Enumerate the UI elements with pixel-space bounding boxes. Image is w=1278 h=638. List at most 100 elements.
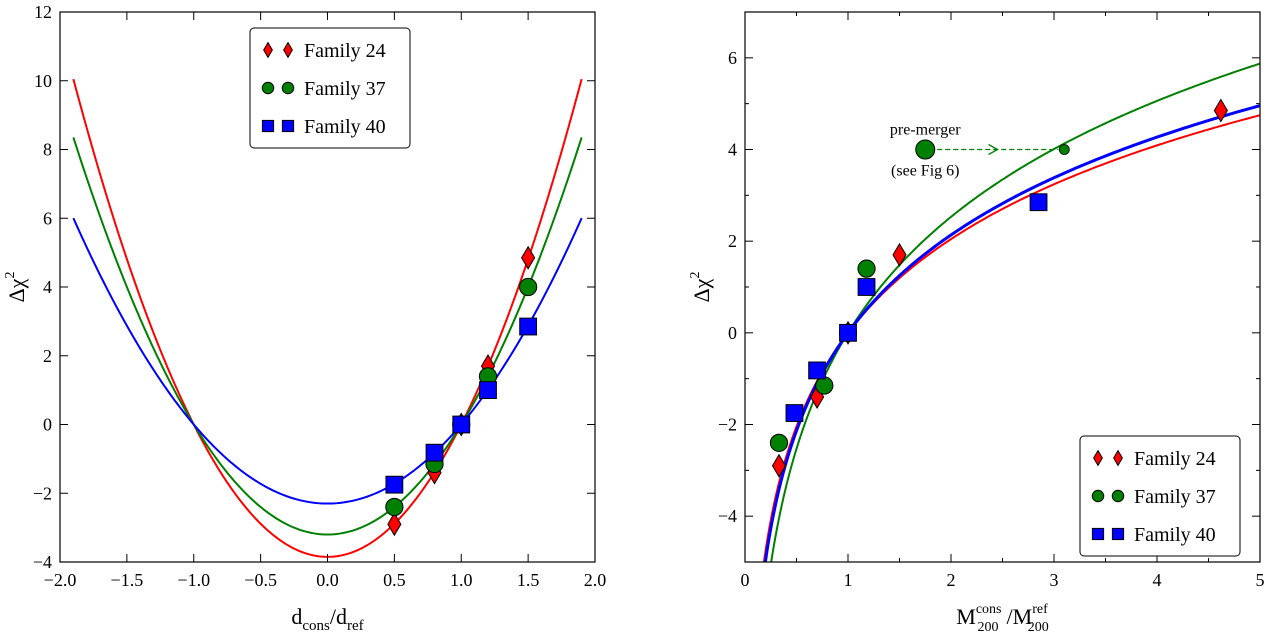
y-tick-label: −4 (718, 506, 737, 526)
xlabel-base: M (956, 604, 976, 629)
panel-2: pre-merger (see Fig 6) 0 1 2 3 4 5 −4 −2 0 2 4 6 Mcons… (688, 11, 1265, 635)
markers-family-40 (385, 317, 538, 494)
data-point (425, 443, 444, 462)
x-tick-label: 3 (1050, 570, 1059, 590)
markers-family-24 (771, 98, 1228, 478)
xlabel-sub2: 200 (1028, 620, 1049, 635)
fit-curve-family-37 (72, 137, 583, 536)
fit-curve-family-40 (72, 217, 583, 505)
fit-curve-family-24 (72, 78, 583, 558)
legend-label: Family 24 (1134, 448, 1216, 470)
data-point (857, 259, 876, 278)
xlabel-mid: /d (330, 604, 347, 629)
y-tick-label: 6 (728, 48, 737, 68)
markers-family-37 (385, 277, 538, 517)
legend-box (249, 27, 411, 149)
ticks: −2.0 −1.5 −1.0 −0.5 0.0 0.5 1.0 1.5 2.0 −4 −2 0 2 4 6 8… (33, 2, 606, 590)
data-point (1029, 193, 1048, 212)
legend-label: Family 37 (304, 78, 386, 100)
data-point (519, 317, 538, 336)
markers-family-40 (785, 193, 1048, 422)
x-tick-label: 2.0 (584, 570, 607, 590)
data-point (808, 361, 827, 380)
xlabel-sub2: ref (347, 618, 364, 634)
x-axis-label: dcons/dref (291, 604, 363, 634)
legend: Family 24 Family 37 Family 40 (1079, 435, 1241, 557)
x-tick-label: 2 (947, 570, 956, 590)
data-point (521, 245, 536, 270)
ticks: 0 1 2 3 4 5 −4 −2 0 2 4 6 (718, 11, 1265, 590)
xlabel-mid: /M (1007, 604, 1033, 629)
data-point (385, 475, 404, 494)
legend-entry-family-37: Family 37 (261, 78, 386, 100)
y-tick-label: 4 (43, 277, 52, 297)
xlabel-sup2: ref (1032, 602, 1048, 617)
xlabel-sup: cons (976, 602, 1002, 617)
legend-label: Family 24 (304, 40, 386, 62)
ylabel-main: Δχ (4, 278, 29, 302)
xlabel-base: d (291, 604, 302, 629)
x-tick-label: −0.5 (244, 570, 277, 590)
pre-merger-marker (915, 139, 936, 160)
ylabel-sup: 2 (3, 272, 18, 279)
legend-label: Family 40 (304, 116, 386, 138)
legend-marker (261, 119, 275, 133)
data-point (785, 404, 804, 422)
legend-entry-family-40: Family 40 (1091, 524, 1216, 546)
y-tick-label: 2 (43, 346, 52, 366)
y-tick-label: 0 (43, 415, 52, 435)
panel-1: −2.0 −1.5 −1.0 −0.5 0.0 0.5 1.0 1.5 2.0 −4 −2 0 2 4 6 8… (3, 2, 606, 634)
y-tick-label: 6 (43, 208, 52, 228)
legend-entry-family-24: Family 24 (263, 40, 386, 62)
arrow-head (988, 143, 999, 156)
y-axis-label: Δχ2 (688, 272, 714, 303)
x-tick-label: 0 (741, 570, 750, 590)
legend-marker (263, 41, 273, 59)
y-tick-label: −2 (33, 483, 52, 503)
y-axis-label: Δχ2 (3, 272, 29, 303)
data-point (452, 415, 471, 434)
legend-marker (1111, 489, 1125, 503)
y-tick-label: 8 (43, 140, 52, 160)
legend-marker (261, 81, 275, 95)
x-tick-label: −1.5 (111, 570, 144, 590)
legend-marker (281, 81, 295, 95)
y-tick-label: 2 (728, 231, 737, 251)
legend-marker (1091, 489, 1105, 503)
ylabel-main: Δχ (689, 278, 714, 302)
legend-label: Family 40 (1134, 524, 1216, 546)
x-tick-label: 1.0 (450, 570, 473, 590)
y-tick-label: 12 (34, 2, 52, 22)
y-tick-label: 10 (34, 71, 52, 91)
legend: Family 24 Family 37 Family 40 (249, 27, 411, 149)
x-tick-label: −1.0 (177, 570, 210, 590)
data-point (479, 381, 497, 400)
data-point (892, 242, 907, 267)
legend-entry-family-40: Family 40 (261, 116, 386, 138)
legend-marker (1111, 527, 1125, 541)
legend-marker (1113, 449, 1123, 467)
pre-merger-annotation: pre-merger (see Fig 6) (890, 122, 1070, 180)
x-axis-label: Mcons 200/Mref 200 (956, 602, 1048, 635)
legend-label: Family 37 (1134, 486, 1216, 508)
legend-box (1079, 435, 1241, 557)
ylabel-sup: 2 (688, 272, 703, 279)
legend-marker (281, 119, 295, 133)
data-point (769, 433, 789, 452)
legend-marker (1093, 449, 1103, 467)
annotation-line1: pre-merger (890, 122, 961, 139)
legend-marker (1091, 527, 1105, 541)
legend-entry-family-24: Family 24 (1093, 448, 1216, 470)
annotation-line2: (see Fig 6) (891, 163, 959, 180)
fit-curves (72, 78, 583, 558)
xlabel-sub: 200 (978, 620, 999, 635)
y-tick-label: 4 (728, 140, 737, 160)
data-point (385, 497, 404, 517)
data-point (839, 323, 857, 342)
x-tick-label: 0.5 (383, 570, 406, 590)
x-tick-label: 4 (1153, 570, 1162, 590)
legend-marker (283, 41, 293, 59)
data-point (387, 512, 402, 537)
x-tick-label: 1.5 (517, 570, 540, 590)
